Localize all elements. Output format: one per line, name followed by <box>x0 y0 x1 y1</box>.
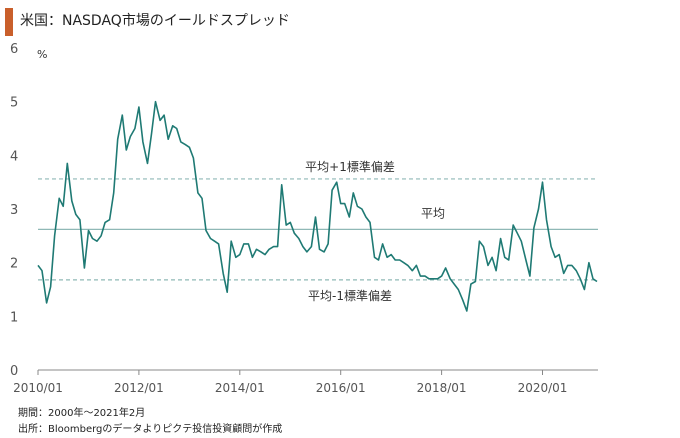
y-axis-unit: % <box>37 48 47 61</box>
y-tick-label: 4 <box>10 149 18 164</box>
x-tick-label: 2016/01 <box>316 381 366 395</box>
x-tick-label: 2010/01 <box>13 381 63 395</box>
y-tick-label: 5 <box>10 96 18 111</box>
series-line <box>37 100 598 312</box>
chart-title: 米国：NASDAQ市場のイールドスプレッド <box>20 13 290 29</box>
x-tick-label: 2020/01 <box>518 381 568 395</box>
title-accent-bar <box>5 8 13 36</box>
footnote-period: 期間：2000年～2021年2月 <box>18 408 146 419</box>
x-tick-label: 2014/01 <box>215 381 265 395</box>
reference-line-label: 平均-1標準偏差 <box>308 288 392 303</box>
y-tick-label: 2 <box>10 257 18 272</box>
y-tick-label: 6 <box>10 42 18 57</box>
y-tick-label: 1 <box>10 310 18 325</box>
x-tick-label: 2012/01 <box>114 381 164 395</box>
yield-spread-chart: 0 1 2 3 4 5 6 % 2010/01 2012/01 2014/01 2016/01 2018… <box>10 42 598 395</box>
y-tick-label: 0 <box>10 364 18 379</box>
reference-line-label: 平均 <box>421 206 445 220</box>
footnote-source: 出所：Bloombergのデータよりピクテ投信投資顧問が作成 <box>18 424 283 435</box>
y-tick-label: 3 <box>10 203 18 218</box>
reference-line-label: 平均+1標準偏差 <box>305 159 395 174</box>
x-tick-label: 2018/01 <box>417 381 467 395</box>
